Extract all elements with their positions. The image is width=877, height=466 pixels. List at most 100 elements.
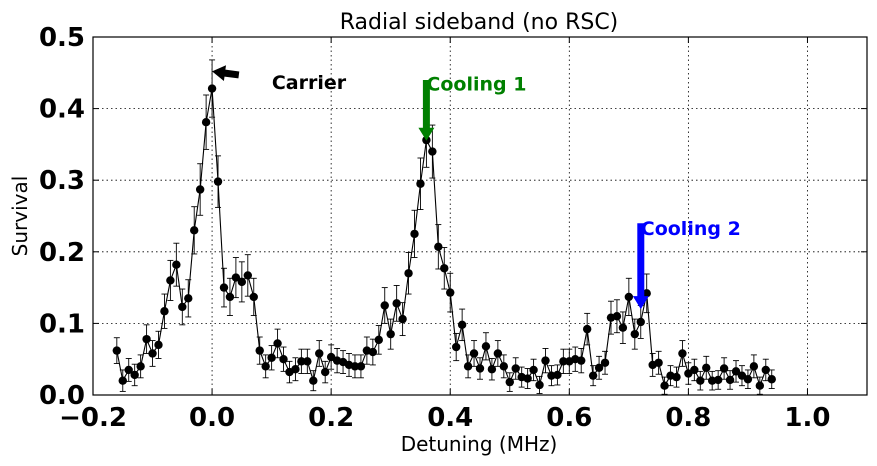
- data-point: [195, 185, 205, 194]
- data-point: [529, 365, 538, 375]
- data-point: [315, 349, 324, 358]
- data-point: [380, 301, 389, 310]
- data-point: [130, 370, 139, 380]
- plot-area: [112, 59, 776, 395]
- data-point: [755, 381, 765, 390]
- x-tick-label: 0.4: [427, 403, 473, 433]
- data-point: [231, 273, 241, 282]
- data-point: [559, 357, 568, 366]
- data-point: [237, 277, 247, 287]
- chart-title: Radial sideband (no RSC): [340, 10, 619, 35]
- data-point: [303, 357, 312, 366]
- data-point: [368, 347, 378, 357]
- x-tick-label: 1.0: [784, 403, 830, 433]
- data-point: [255, 346, 264, 355]
- data-point: [469, 349, 479, 358]
- data-point: [440, 264, 449, 273]
- data-point: [410, 229, 419, 239]
- data-point: [374, 335, 383, 345]
- data-point: [767, 375, 776, 384]
- data-point: [594, 363, 604, 372]
- data-point: [178, 302, 187, 312]
- data-point: [749, 362, 759, 371]
- data-point: [243, 271, 252, 280]
- annotation-label: Cooling 1: [426, 73, 526, 95]
- data-point: [267, 353, 276, 362]
- data-point: [499, 362, 509, 371]
- data-point: [273, 339, 282, 348]
- data-point: [184, 294, 193, 303]
- data-point: [475, 364, 485, 373]
- y-axis-label: Survival: [8, 176, 32, 257]
- data-point: [493, 349, 503, 358]
- y-tick-label: 0.4: [39, 95, 85, 125]
- data-point: [654, 358, 663, 367]
- data-point: [219, 283, 229, 292]
- data-point: [297, 357, 306, 366]
- data-point: [291, 365, 300, 374]
- data-point: [624, 292, 634, 302]
- data-point: [690, 365, 699, 375]
- data-point: [713, 375, 723, 385]
- data-point: [487, 365, 497, 374]
- data-point: [309, 376, 318, 385]
- data-point: [261, 362, 270, 371]
- data-point: [612, 312, 622, 321]
- data-point: [523, 374, 532, 383]
- data-point: [636, 317, 645, 327]
- y-tick-label: 0.1: [39, 309, 85, 339]
- data-point: [190, 226, 199, 235]
- data-point: [696, 376, 705, 385]
- data-point: [553, 370, 562, 380]
- y-tick-label: 0.2: [39, 238, 85, 268]
- data-point: [702, 363, 711, 372]
- data-point: [356, 362, 366, 371]
- data-point: [118, 376, 127, 385]
- annotation-label: Carrier: [272, 72, 347, 94]
- data-point: [642, 289, 651, 298]
- data-point: [446, 288, 455, 297]
- x-tick-label: 0.6: [546, 403, 592, 433]
- y-axis: 0.0 0.1 0.2 0.3 0.4 0.5: [39, 23, 867, 411]
- data-point: [404, 269, 413, 278]
- data-point: [172, 260, 181, 269]
- data-point: [112, 346, 122, 355]
- data-point: [743, 375, 753, 384]
- data-point: [249, 292, 258, 302]
- annotation-arrow: [212, 65, 240, 81]
- y-tick-label: 0.3: [39, 166, 85, 196]
- data-point: [201, 118, 211, 127]
- annotation-arrow: [632, 223, 649, 310]
- data-point: [600, 358, 610, 367]
- data-point: [207, 84, 217, 93]
- data-point: [213, 177, 223, 186]
- annotation-arrow: [418, 80, 435, 141]
- data-point: [142, 334, 151, 344]
- data-point: [386, 329, 395, 339]
- data-point: [481, 342, 491, 351]
- data-point: [166, 276, 175, 285]
- data-point: [279, 355, 288, 364]
- x-axis: −0.2 0.0 0.2 0.4 0.6 0.8 1.0: [59, 37, 830, 433]
- data-point: [225, 292, 235, 302]
- data-point: [434, 242, 443, 251]
- annotations: Carrier Cooling 1 Cooling 2: [212, 65, 741, 310]
- data-point: [678, 349, 687, 358]
- data-point: [577, 356, 586, 365]
- y-tick-label: 0.0: [39, 381, 85, 411]
- plot-frame: [92, 36, 868, 396]
- data-point: [451, 342, 461, 352]
- data-point: [160, 307, 169, 316]
- data-point: [535, 380, 544, 390]
- annotation-label: Cooling 2: [641, 218, 741, 240]
- data-point: [124, 365, 133, 375]
- x-tick-label: 0.2: [308, 403, 354, 433]
- data-point: [761, 365, 770, 375]
- data-point: [618, 323, 628, 332]
- data-point: [582, 324, 592, 334]
- x-axis-label: Detuning (MHz): [401, 432, 558, 456]
- data-point: [321, 367, 330, 377]
- data-point: [719, 364, 729, 373]
- data-point: [672, 372, 681, 382]
